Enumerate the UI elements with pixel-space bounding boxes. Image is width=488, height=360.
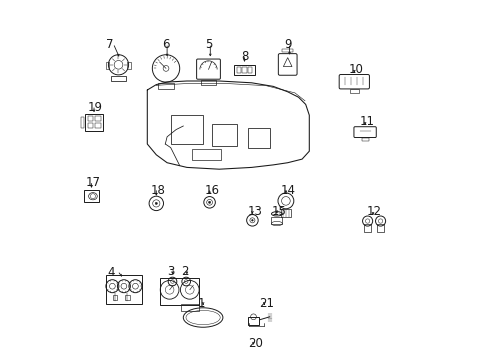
Bar bbox=[181, 304, 199, 311]
Bar bbox=[87, 123, 93, 128]
Bar bbox=[81, 117, 84, 128]
Text: 7: 7 bbox=[106, 38, 113, 51]
Bar bbox=[271, 217, 282, 224]
Text: 15: 15 bbox=[271, 205, 286, 218]
Bar bbox=[170, 115, 203, 144]
Bar bbox=[106, 275, 142, 304]
Bar bbox=[106, 62, 109, 69]
Bar bbox=[364, 224, 370, 232]
Bar bbox=[113, 295, 117, 300]
Bar bbox=[95, 123, 101, 128]
Text: 5: 5 bbox=[204, 38, 212, 51]
Bar bbox=[111, 76, 125, 81]
Text: 18: 18 bbox=[151, 184, 165, 197]
Text: 16: 16 bbox=[204, 184, 220, 197]
Bar bbox=[160, 278, 199, 305]
Text: 1: 1 bbox=[197, 297, 205, 310]
Text: 21: 21 bbox=[258, 297, 273, 310]
Bar bbox=[247, 317, 258, 325]
Text: 17: 17 bbox=[86, 176, 101, 189]
Bar bbox=[201, 80, 215, 85]
Text: 4: 4 bbox=[107, 266, 115, 279]
Text: 12: 12 bbox=[366, 205, 381, 218]
Text: 3: 3 bbox=[167, 265, 174, 278]
Bar bbox=[87, 116, 93, 121]
Text: 2: 2 bbox=[181, 265, 189, 278]
Circle shape bbox=[155, 202, 157, 204]
Bar bbox=[158, 83, 174, 89]
Bar bbox=[282, 49, 292, 52]
Bar bbox=[212, 124, 237, 146]
Text: 13: 13 bbox=[247, 205, 263, 218]
Bar bbox=[192, 149, 221, 160]
Bar bbox=[127, 62, 131, 69]
Bar bbox=[361, 138, 368, 141]
Bar bbox=[85, 114, 103, 131]
Text: 14: 14 bbox=[280, 184, 295, 197]
Text: 9: 9 bbox=[284, 38, 291, 51]
Bar bbox=[234, 65, 254, 75]
Text: 20: 20 bbox=[247, 337, 263, 350]
Bar bbox=[84, 190, 99, 202]
Text: 8: 8 bbox=[241, 50, 248, 63]
Text: 10: 10 bbox=[348, 63, 363, 76]
Text: 11: 11 bbox=[359, 115, 374, 128]
Text: 19: 19 bbox=[88, 101, 102, 114]
Bar bbox=[95, 116, 101, 121]
Bar bbox=[242, 67, 246, 73]
Bar bbox=[349, 89, 358, 93]
Bar bbox=[247, 128, 269, 148]
Circle shape bbox=[208, 201, 210, 203]
Bar bbox=[281, 209, 290, 217]
Bar bbox=[125, 295, 129, 300]
Circle shape bbox=[251, 220, 253, 221]
Bar bbox=[247, 67, 252, 73]
Bar bbox=[236, 67, 241, 73]
Bar bbox=[377, 224, 383, 232]
Text: 6: 6 bbox=[162, 38, 169, 51]
